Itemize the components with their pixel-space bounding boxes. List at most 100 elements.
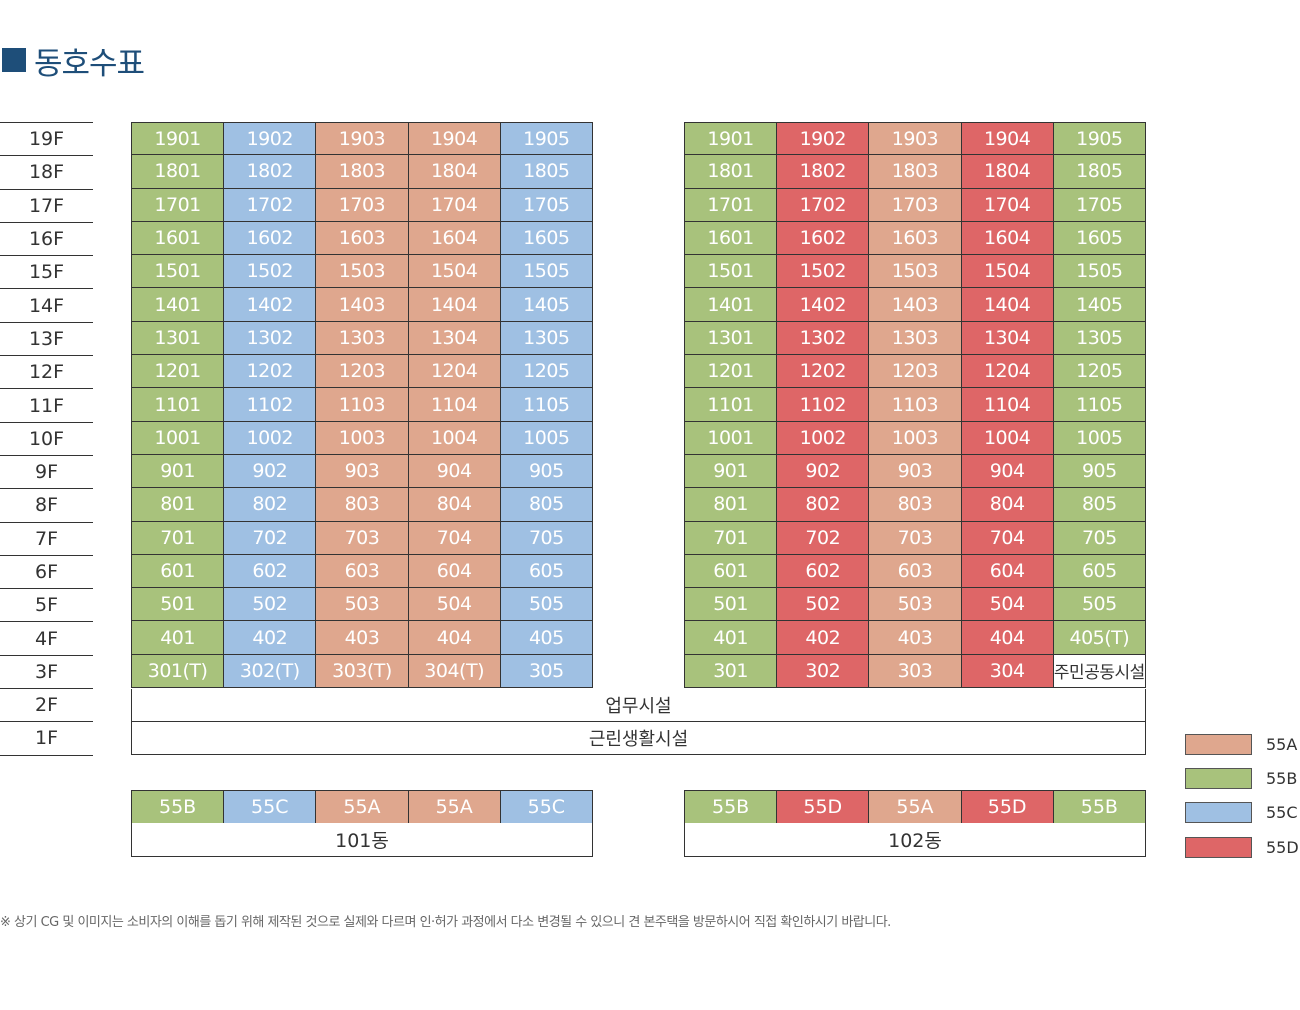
unit-cell: 1103 (869, 388, 962, 422)
unit-cell: 704 (408, 521, 501, 555)
unit-cell: 804 (961, 488, 1054, 522)
unit-cell: 1001 (132, 421, 225, 455)
unit-cell: 405(T) (1053, 621, 1146, 655)
unit-cell: 1302 (224, 321, 317, 356)
unit-cell: 403 (869, 621, 962, 655)
unit-cell: 1205 (500, 355, 593, 389)
unit-cell: 1505 (1053, 255, 1146, 289)
unit-row: 1601 1602 1603 1604 1605 (132, 221, 593, 256)
unit-cell: 1605 (500, 221, 593, 256)
legend-label: 55B (1266, 768, 1298, 788)
unit-cell: 1604 (408, 221, 501, 256)
unit-cell: 1704 (408, 188, 501, 222)
unit-cell: 1601 (132, 221, 225, 256)
legend-label: 55A (1266, 734, 1298, 754)
floor-labels: 19F 18F 17F 16F 15F 14F 13F 12F 11F 10F 9F 8F 7F 6F 5F… (0, 122, 93, 756)
unit-row: 901 902 903 904 905 (685, 454, 1146, 489)
unit-cell: 1903 (869, 122, 962, 156)
unit-cell: 1805 (1053, 155, 1146, 189)
unit-cell: 1701 (685, 188, 778, 222)
unit-cell: 1702 (777, 188, 870, 222)
floor-label: 9F (0, 454, 93, 488)
unit-cell: 1104 (961, 388, 1054, 422)
legend-item: 55B (1185, 761, 1299, 795)
unit-cell: 903 (869, 454, 962, 489)
floor-label: 4F (0, 621, 93, 654)
unit-cell: 605 (500, 554, 593, 589)
unit-cell: 601 (132, 554, 225, 589)
unit-cell: 801 (132, 488, 225, 522)
unit-row: 1301 1302 1303 1304 1305 (132, 321, 593, 356)
unit-cell: 1405 (500, 288, 593, 322)
unit-cell: 701 (132, 521, 225, 555)
unit-cell: 503 (869, 588, 962, 622)
unit-cell: 901 (685, 454, 778, 489)
unit-type-cell: 55B (132, 791, 225, 824)
unit-type-cell: 55B (685, 791, 778, 824)
floor-label: 2F (0, 688, 93, 721)
unit-type-cell: 55A (869, 791, 962, 824)
unit-cell: 403 (316, 621, 409, 655)
unit-cell: 304 (961, 654, 1054, 689)
unit-cell: 1102 (777, 388, 870, 422)
unit-cell: 1604 (961, 221, 1054, 256)
floor-label: 8F (0, 488, 93, 521)
unit-row: 1301 1302 1303 1304 1305 (685, 321, 1146, 356)
unit-cell: 1303 (316, 321, 409, 356)
unit-cell: 1204 (408, 355, 501, 389)
unit-cell: 701 (685, 521, 778, 555)
building-102-type-row: 55B 55D 55A 55D 55B (684, 790, 1146, 824)
unit-cell: 303 (869, 654, 962, 689)
unit-row: 1401 1402 1403 1404 1405 (685, 288, 1146, 322)
legend-label: 55C (1266, 803, 1298, 823)
unit-cell: 404 (408, 621, 501, 655)
unit-cell: 1605 (1053, 221, 1146, 256)
legend-swatch (1185, 836, 1252, 858)
unit-cell: 1102 (224, 388, 317, 422)
unit-cell: 1504 (408, 255, 501, 289)
unit-cell: 1503 (316, 255, 409, 289)
unit-row: 1501 1502 1503 1504 1505 (685, 255, 1146, 289)
unit-cell: 1202 (224, 355, 317, 389)
unit-type-cell: 55B (1053, 791, 1146, 824)
unit-row: 1101 1102 1103 1104 1105 (132, 388, 593, 422)
unit-row: 501 502 503 504 505 (685, 588, 1146, 622)
unit-row: 1101 1102 1103 1104 1105 (685, 388, 1146, 422)
legend-swatch (1185, 802, 1252, 824)
unit-cell: 402 (777, 621, 870, 655)
floor-label: 7F (0, 521, 93, 555)
unit-cell: 1502 (777, 255, 870, 289)
unit-row: 701 702 703 704 705 (685, 521, 1146, 555)
legend-item: 55A (1185, 727, 1299, 761)
unit-cell: 803 (869, 488, 962, 522)
unit-cell: 1203 (316, 355, 409, 389)
floor-label: 12F (0, 355, 93, 388)
unit-cell: 1001 (685, 421, 778, 455)
unit-cell: 805 (500, 488, 593, 522)
unit-row: 701 702 703 704 705 (132, 521, 593, 555)
page-title: 동호수표 (34, 45, 145, 82)
unit-cell: 1801 (685, 155, 778, 189)
building-102-label: 102동 (684, 823, 1146, 857)
building-101-type-row: 55B 55C 55A 55A 55C (131, 790, 593, 824)
floor-label: 11F (0, 388, 93, 421)
unit-cell: 1401 (132, 288, 225, 322)
unit-cell: 1502 (224, 255, 317, 289)
floor-label: 15F (0, 255, 93, 288)
floor-2f-facility: 업무시설 (131, 689, 1146, 723)
unit-cell: 1305 (1053, 321, 1146, 356)
type-legend: 55A 55B 55C 55D (1185, 727, 1299, 864)
unit-cell: 504 (961, 588, 1054, 622)
floor-label: 14F (0, 288, 93, 321)
unit-cell: 1704 (961, 188, 1054, 222)
unit-cell: 1304 (408, 321, 501, 356)
unit-cell: 1803 (869, 155, 962, 189)
unit-cell: 1305 (500, 321, 593, 356)
unit-cell: 1705 (1053, 188, 1146, 222)
unit-type-cell: 55D (961, 791, 1054, 824)
legend-item: 55D (1185, 830, 1299, 864)
building-101-label: 101동 (131, 823, 593, 857)
unit-row: 1901 1902 1903 1904 1905 (685, 122, 1146, 156)
unit-cell: 1401 (685, 288, 778, 322)
unit-cell: 1702 (224, 188, 317, 222)
